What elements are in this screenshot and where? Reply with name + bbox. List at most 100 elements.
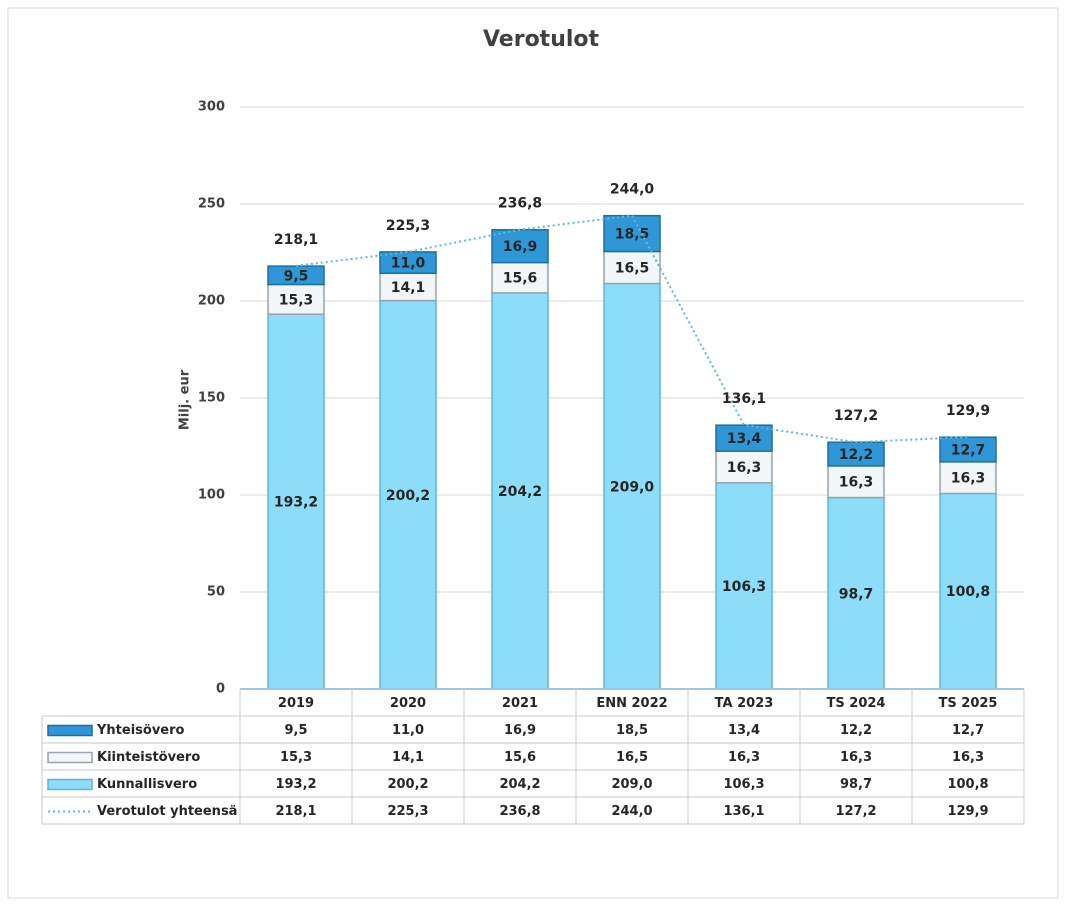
bar-segment bbox=[603, 250, 661, 285]
table-cell: 12,2 bbox=[840, 723, 872, 738]
table-cell: 16,5 bbox=[616, 750, 648, 765]
data-label: 13,4 bbox=[727, 431, 762, 447]
legend-label: Yhteisövero bbox=[96, 723, 185, 738]
table-cell: 236,8 bbox=[499, 804, 540, 819]
y-tick-label: 200 bbox=[198, 294, 225, 309]
total-label: 225,3 bbox=[386, 218, 430, 234]
y-tick-label: 50 bbox=[207, 585, 225, 600]
data-label: 16,3 bbox=[727, 460, 762, 476]
x-tick-label: 2020 bbox=[390, 696, 426, 711]
bar-segment bbox=[939, 436, 997, 463]
total-label: 244,0 bbox=[610, 182, 655, 198]
table-cell: 209,0 bbox=[611, 777, 652, 792]
data-label: 11,0 bbox=[391, 256, 426, 272]
bar-segment bbox=[827, 465, 885, 499]
table-cell: 218,1 bbox=[275, 804, 316, 819]
bar-segment bbox=[267, 265, 325, 286]
bar-segment bbox=[267, 283, 325, 315]
x-tick-label: 2021 bbox=[502, 696, 538, 711]
total-label: 218,1 bbox=[274, 232, 318, 248]
table-cell: 16,3 bbox=[952, 750, 984, 765]
data-label: 16,3 bbox=[951, 471, 986, 487]
table-cell: 98,7 bbox=[840, 777, 872, 792]
bar-segment bbox=[491, 292, 549, 690]
bar-segment bbox=[491, 261, 549, 294]
data-label: 100,8 bbox=[946, 584, 990, 600]
data-label: 204,2 bbox=[498, 484, 542, 500]
total-line bbox=[295, 214, 969, 444]
table-cell: 14,1 bbox=[392, 750, 424, 765]
x-tick-label: TS 2025 bbox=[939, 696, 998, 711]
data-label: 14,1 bbox=[391, 280, 426, 296]
bar-segment bbox=[715, 424, 773, 452]
total-label: 129,9 bbox=[946, 403, 990, 419]
chart-title: Verotulot bbox=[483, 27, 600, 52]
bar-segment bbox=[603, 282, 661, 690]
data-label: 209,0 bbox=[610, 479, 655, 495]
bar-segment bbox=[379, 299, 437, 690]
table-cell: 16,3 bbox=[728, 750, 760, 765]
table-cell: 12,7 bbox=[952, 723, 984, 738]
bar-segment bbox=[379, 272, 437, 302]
table-cell: 200,2 bbox=[387, 777, 428, 792]
table-cell: 136,1 bbox=[723, 804, 764, 819]
data-label: 12,2 bbox=[839, 447, 874, 463]
total-label: 127,2 bbox=[834, 408, 878, 424]
bar-segment bbox=[939, 461, 997, 495]
table-cell: 244,0 bbox=[611, 804, 652, 819]
bar-segment bbox=[603, 214, 661, 253]
y-tick-label: 100 bbox=[198, 488, 225, 503]
table-cell: 13,4 bbox=[728, 723, 760, 738]
bar-segment bbox=[379, 251, 437, 275]
bar-segment bbox=[715, 450, 773, 484]
legend-key bbox=[47, 724, 93, 737]
x-tick-label: TS 2024 bbox=[827, 696, 886, 711]
table-cell: 16,9 bbox=[504, 723, 536, 738]
table-cell: 18,5 bbox=[616, 723, 648, 738]
legend-label: Verotulot yhteensä bbox=[97, 804, 237, 819]
y-tick-label: 250 bbox=[198, 197, 225, 212]
bar-segment bbox=[715, 482, 773, 690]
data-label: 16,9 bbox=[503, 239, 538, 255]
bar-segment bbox=[827, 496, 885, 690]
data-label: 16,3 bbox=[839, 475, 874, 491]
total-label: 236,8 bbox=[498, 196, 542, 212]
table-cell: 9,5 bbox=[284, 723, 307, 738]
data-label: 12,7 bbox=[951, 443, 986, 459]
bar-segment bbox=[491, 229, 549, 264]
data-label: 16,5 bbox=[615, 261, 650, 277]
x-tick-label: 2019 bbox=[278, 696, 314, 711]
table-cell: 16,3 bbox=[840, 750, 872, 765]
table-cell: 106,3 bbox=[723, 777, 764, 792]
data-label: 9,5 bbox=[284, 268, 309, 284]
x-tick-label: ENN 2022 bbox=[596, 696, 667, 711]
bar-segment bbox=[939, 492, 997, 690]
data-label: 193,2 bbox=[274, 495, 318, 511]
table-cell: 11,0 bbox=[392, 723, 424, 738]
legend-key bbox=[47, 751, 93, 764]
data-label: 200,2 bbox=[386, 488, 430, 504]
legend-key bbox=[47, 778, 93, 791]
table-cell: 100,8 bbox=[947, 777, 988, 792]
table-cell: 15,6 bbox=[504, 750, 536, 765]
y-tick-label: 150 bbox=[198, 391, 225, 406]
legend-label: Kiinteistövero bbox=[97, 750, 200, 765]
table-cell: 127,2 bbox=[835, 804, 876, 819]
legend-label: Kunnallisvero bbox=[97, 777, 197, 792]
table-cell: 15,3 bbox=[280, 750, 312, 765]
table-cell: 225,3 bbox=[387, 804, 428, 819]
data-label: 98,7 bbox=[839, 586, 874, 602]
total-label: 136,1 bbox=[722, 391, 766, 407]
data-label: 18,5 bbox=[615, 227, 650, 243]
bar-segment bbox=[267, 313, 325, 690]
y-axis-label: Milj. eur bbox=[178, 369, 193, 430]
data-label: 106,3 bbox=[722, 579, 766, 595]
data-label: 15,3 bbox=[279, 292, 314, 308]
table-cell: 193,2 bbox=[275, 777, 316, 792]
data-label: 15,6 bbox=[503, 271, 538, 287]
y-tick-label: 300 bbox=[198, 100, 225, 115]
table-cell: 129,9 bbox=[947, 804, 988, 819]
y-tick-label: 0 bbox=[216, 682, 225, 697]
table-cell: 204,2 bbox=[499, 777, 540, 792]
